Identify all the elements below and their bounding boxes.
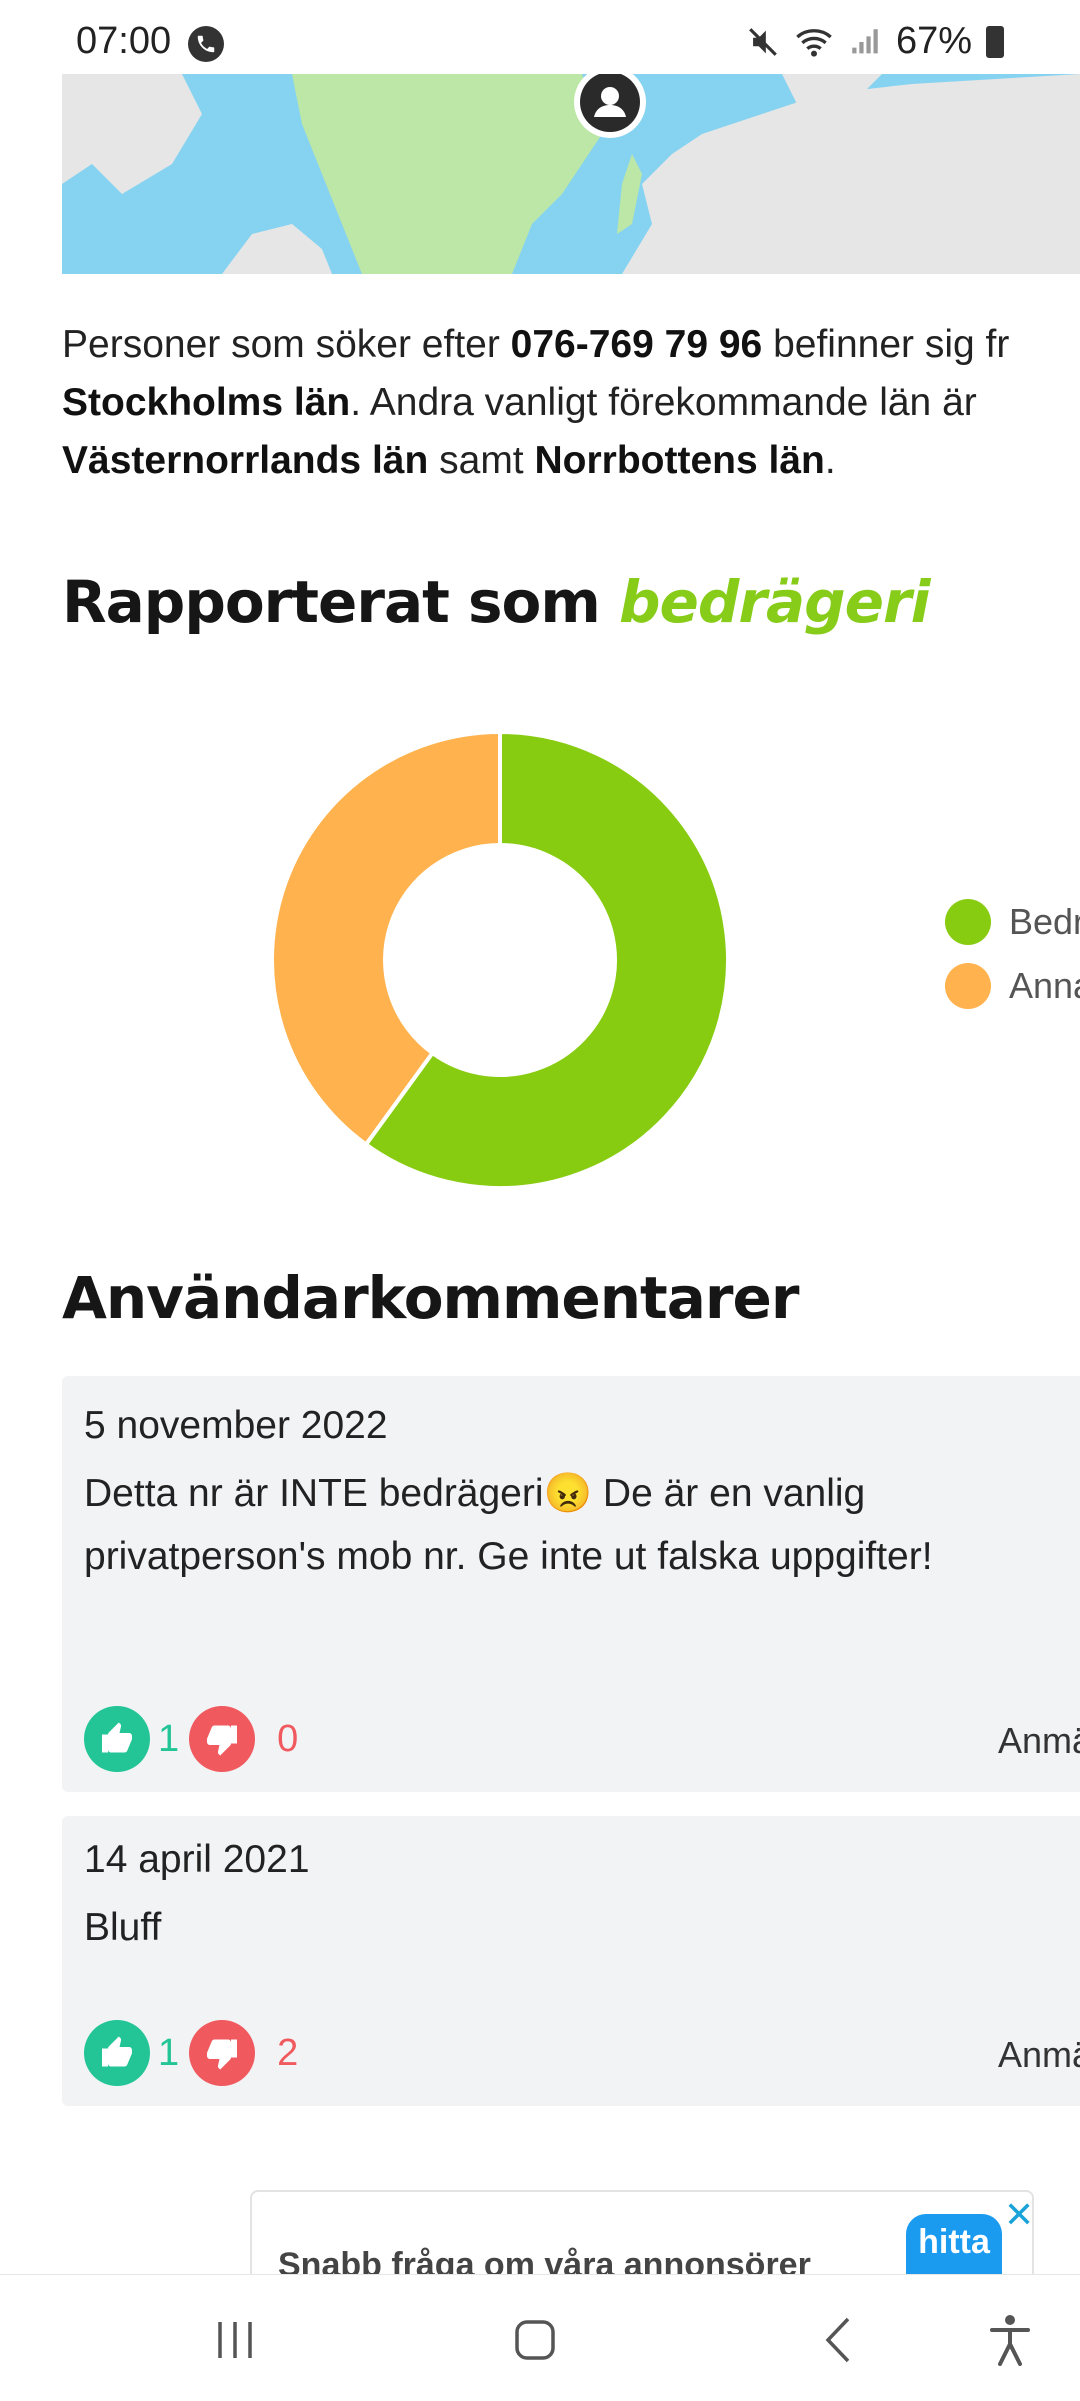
- intro-text: Personer som söker efter: [62, 323, 511, 366]
- system-navigation-bar: [0, 2274, 1080, 2401]
- intro-text: samt: [428, 439, 535, 482]
- thumbs-up-icon: [102, 1722, 132, 1753]
- battery-icon: [986, 25, 1004, 58]
- thumbs-up-icon: [102, 2036, 132, 2067]
- home-icon: [515, 2320, 555, 2360]
- thumbs-up-button[interactable]: [84, 2020, 150, 2086]
- back-icon: [825, 2317, 850, 2363]
- phone-number: 076-769 79 96: [510, 323, 763, 366]
- comments-heading: Användarkommentarer: [62, 1264, 799, 1332]
- region-tertiary: Norrbottens län: [534, 439, 825, 482]
- comment-date: 5 november 2022: [84, 1404, 388, 1447]
- reported-category: bedrägeri: [619, 568, 930, 636]
- legend-swatch: [945, 899, 991, 945]
- region-primary: Stockholms län: [62, 381, 351, 424]
- report-link[interactable]: Anmä: [997, 2034, 1080, 2075]
- person-marker-icon[interactable]: [570, 74, 650, 142]
- call-active-icon: [188, 26, 224, 62]
- status-icons: 67%: [746, 20, 1004, 63]
- downvote-count: 2: [277, 2031, 299, 2074]
- recent-apps-button[interactable]: [200, 2305, 270, 2375]
- chart-legend: Bedr Anna: [945, 890, 1080, 1018]
- comment-card: 14 april 2021 Bluff 1 2 Anmä: [62, 1816, 1080, 2106]
- upvote-count: 1: [158, 1717, 180, 1760]
- intro-text: .: [824, 439, 836, 482]
- signal-icon: [852, 28, 878, 53]
- comment-votes: 1 2: [84, 2020, 308, 2086]
- battery-percent: 67%: [895, 20, 972, 62]
- intro-text: befinner sig fr: [762, 323, 1010, 366]
- intro-text: . Andra vanligt förekommande län är: [350, 381, 977, 424]
- thumbs-down-icon: [207, 2039, 238, 2070]
- reported-title: Rapporterat som: [62, 568, 620, 636]
- report-link[interactable]: Anmä: [997, 1720, 1080, 1761]
- legend-label: Anna: [1009, 965, 1080, 1006]
- ad-close-icon[interactable]: ✕: [1004, 2194, 1034, 2235]
- thumbs-down-button[interactable]: [189, 2020, 256, 2086]
- home-button[interactable]: [500, 2305, 570, 2375]
- status-bar: 07:00 67%: [0, 0, 1080, 86]
- legend-swatch: [945, 963, 991, 1009]
- thumbs-down-button[interactable]: [189, 1706, 256, 1772]
- wifi-icon: [796, 28, 832, 57]
- recent-apps-icon: [218, 2322, 252, 2358]
- legend-item: Bedr: [945, 890, 1080, 954]
- comment-date: 14 april 2021: [84, 1838, 310, 1881]
- comment-text: Bluff: [84, 1906, 162, 1949]
- comment-votes: 1 0: [84, 1706, 308, 1772]
- accessibility-button[interactable]: [975, 2305, 1045, 2375]
- legend-label: Bedr: [1009, 901, 1080, 942]
- comment-text: Detta nr är INTE bedrägeri😠 De är en van…: [84, 1472, 933, 1578]
- downvote-count: 0: [277, 1717, 299, 1760]
- status-time: 07:00: [76, 20, 172, 62]
- legend-item: Anna: [945, 954, 1080, 1018]
- comment-card: 5 november 2022 Detta nr är INTE bedräge…: [62, 1376, 1080, 1792]
- donut-slice-bedr: [363, 729, 730, 1190]
- region-secondary: Västernorrlands län: [62, 439, 429, 482]
- thumbs-up-button[interactable]: [84, 1706, 150, 1772]
- donut-slice-anna: [270, 729, 502, 1148]
- report-donut-chart: [270, 729, 730, 1190]
- accessibility-icon: [990, 2315, 1030, 2366]
- thumbs-down-icon: [207, 1725, 238, 1756]
- upvote-count: 1: [158, 2031, 180, 2074]
- location-map[interactable]: [62, 74, 1080, 274]
- reported-as-heading: Rapporterat som bedrägeri: [62, 568, 930, 636]
- search-location-paragraph: Personer som söker efter 076-769 79 96 b…: [62, 316, 1080, 490]
- back-button[interactable]: [805, 2305, 875, 2375]
- mute-icon: [749, 27, 777, 56]
